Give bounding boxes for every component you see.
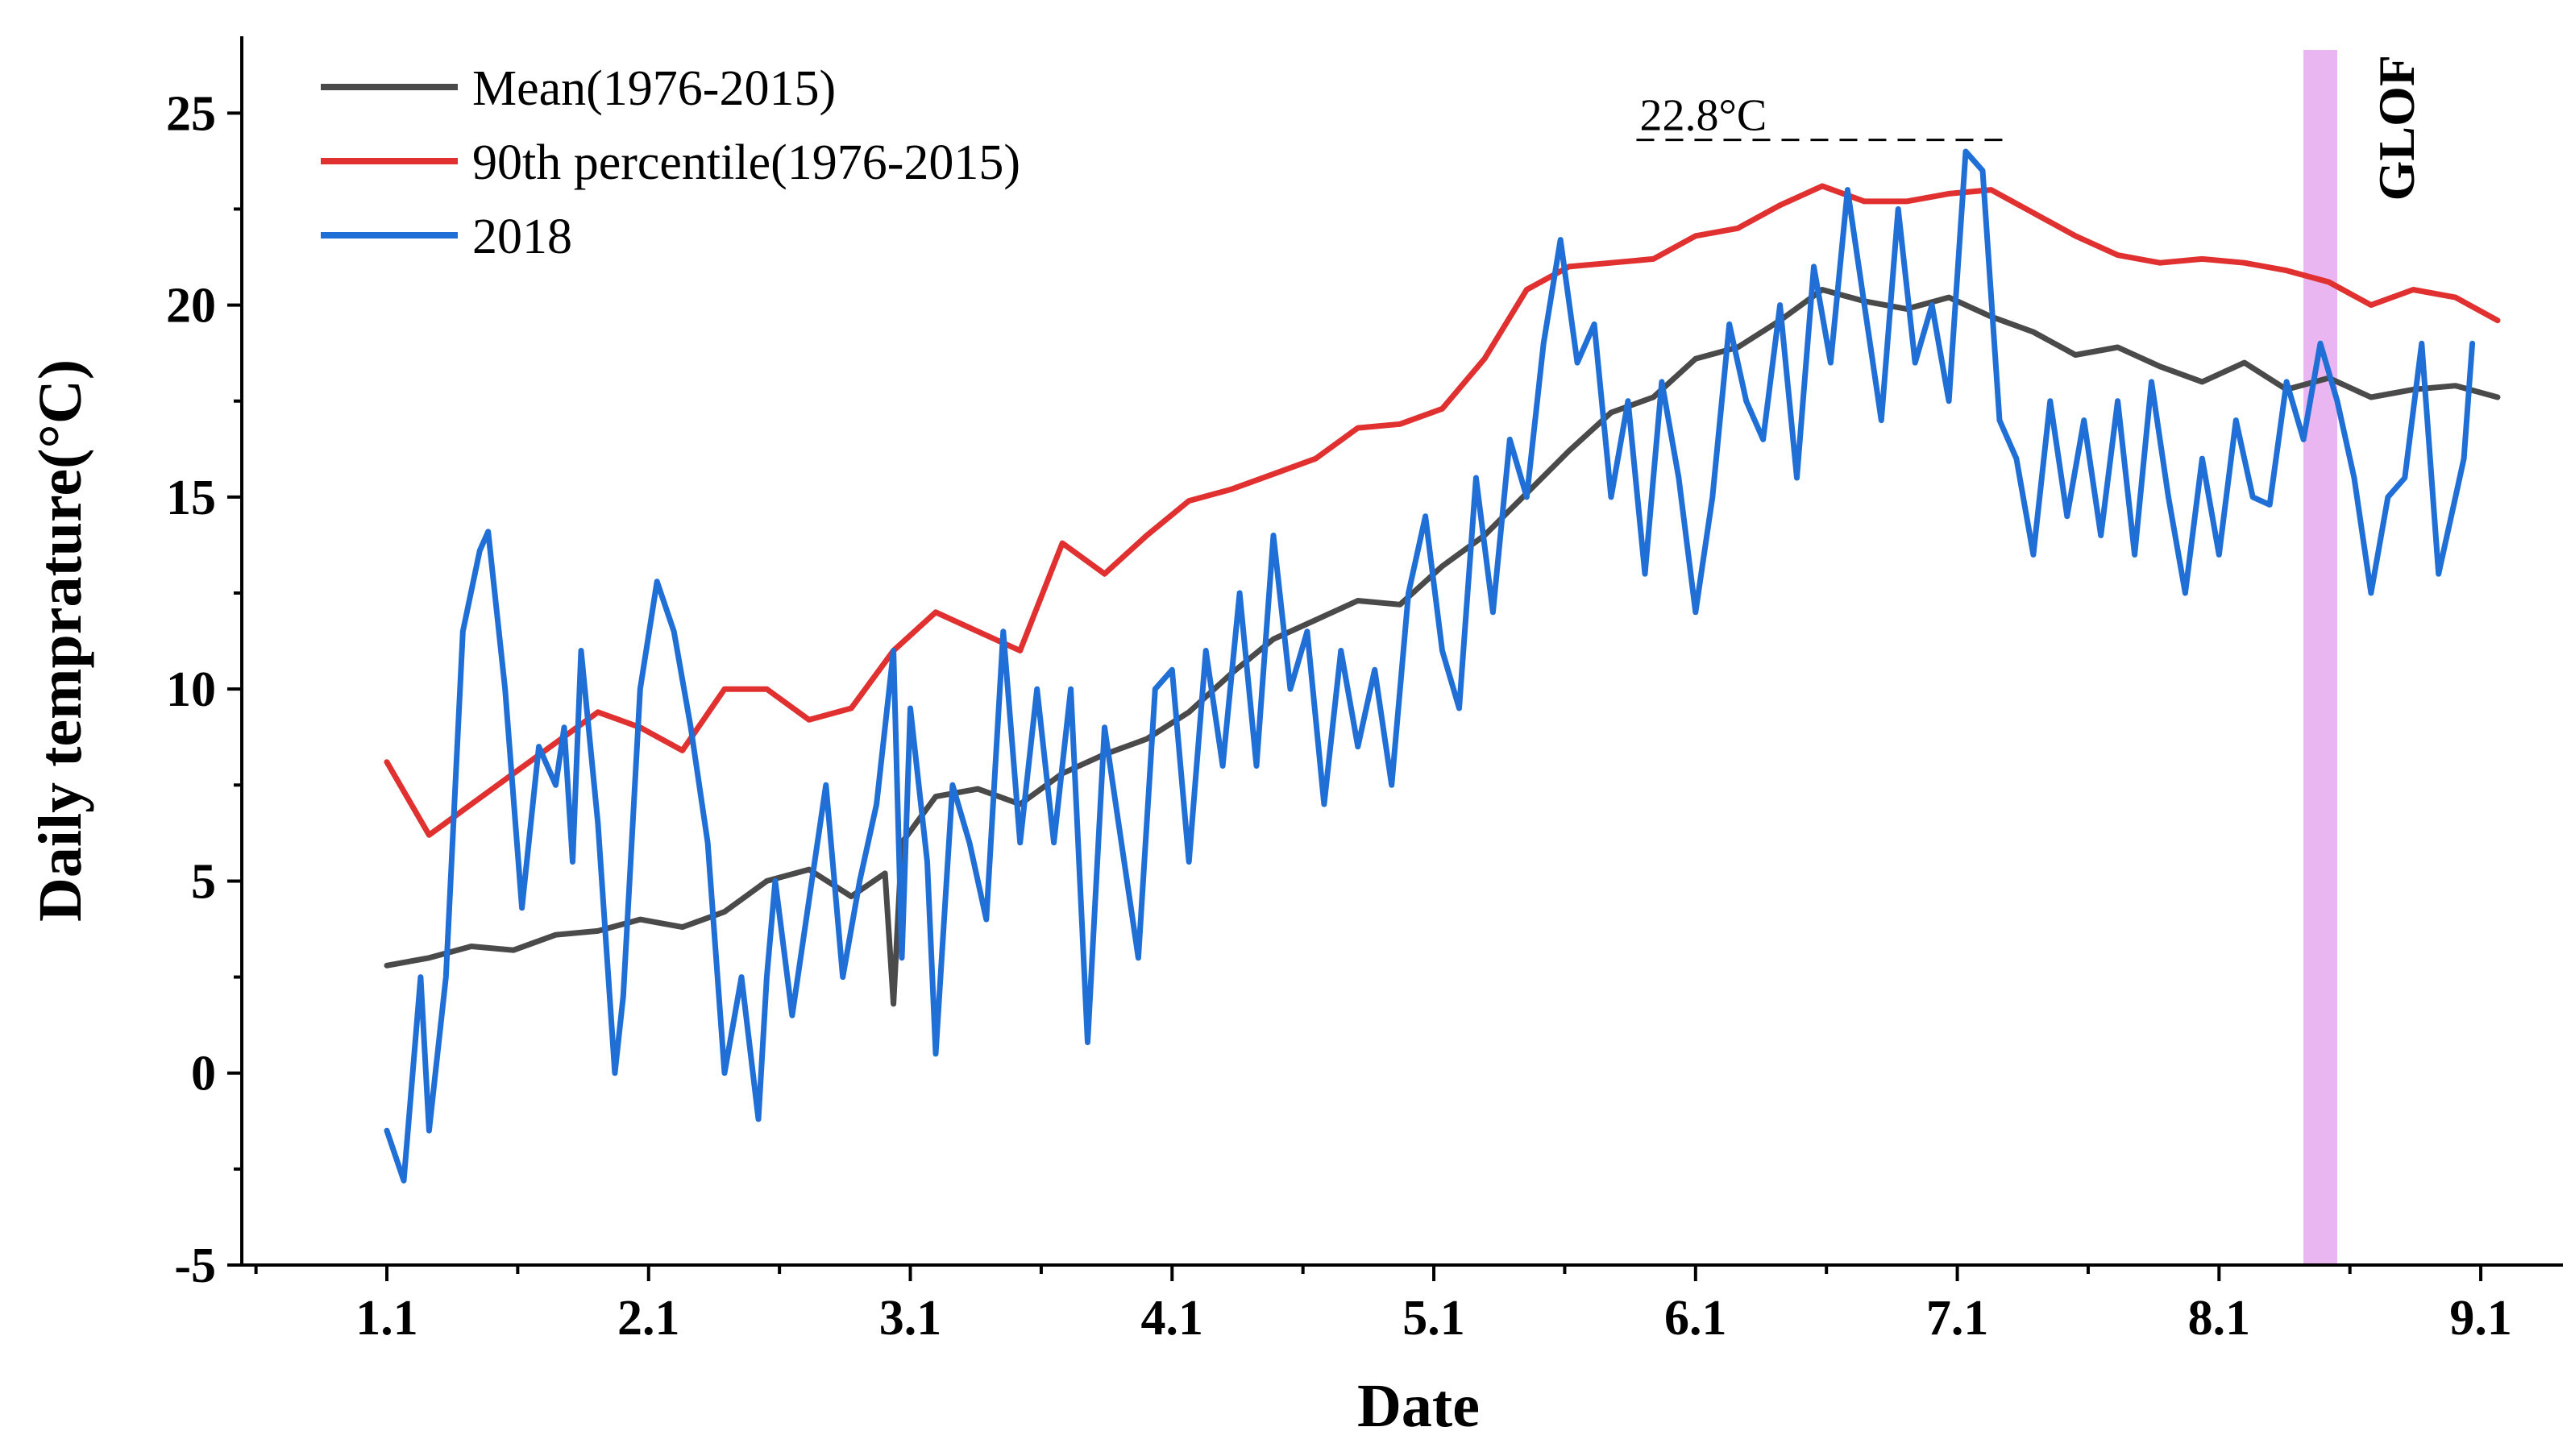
glof-highlight-band — [2303, 50, 2337, 1263]
series-line-0 — [384, 287, 2501, 1007]
legend-label-p90: 90th percentile(1976-2015) — [472, 135, 1020, 190]
y-axis-title: Daily temprature(°C) — [27, 359, 94, 922]
annotation-group: 22.8°C — [1636, 91, 2008, 142]
x-axis-title: Date — [1357, 1372, 1480, 1440]
x-tick-label: 7.1 — [1926, 1291, 1989, 1346]
series-line-1 — [384, 183, 2501, 838]
y-tick-label: 10 — [166, 662, 216, 717]
y-tick-label: -5 — [174, 1238, 216, 1293]
x-tick-label: 5.1 — [1402, 1291, 1465, 1346]
x-tick-label: 1.1 — [355, 1291, 418, 1346]
y-tick-label: 20 — [166, 279, 216, 334]
legend: Mean(1976-2015) 90th percentile(1976-201… — [321, 61, 1020, 264]
y-tick-label: 15 — [166, 471, 216, 525]
y-tick-label: 5 — [191, 854, 216, 909]
y-tick-label: 0 — [191, 1047, 216, 1101]
series-group — [384, 148, 2501, 1184]
x-tick-label: 8.1 — [2188, 1291, 2251, 1346]
x-tick-label: 9.1 — [2449, 1291, 2512, 1346]
x-tick-label: 2.1 — [617, 1291, 680, 1346]
legend-label-mean: Mean(1976-2015) — [472, 61, 836, 116]
x-tick-label: 4.1 — [1141, 1291, 1204, 1346]
annotation-label: 22.8°C — [1639, 91, 1767, 141]
x-tick-label: 3.1 — [879, 1291, 942, 1346]
y-tick-label: 25 — [166, 86, 216, 141]
axes-group: -5 0 5 10 15 20 25 1.1 2.1 3.1 4.1 5.1 6.1 7.1 8.1 9.1 — [166, 36, 2563, 1346]
glof-label: GLOF — [2368, 55, 2425, 201]
x-tick-label: 6.1 — [1664, 1291, 1727, 1346]
series-line-2 — [384, 148, 2476, 1184]
legend-label-2018: 2018 — [472, 209, 572, 264]
